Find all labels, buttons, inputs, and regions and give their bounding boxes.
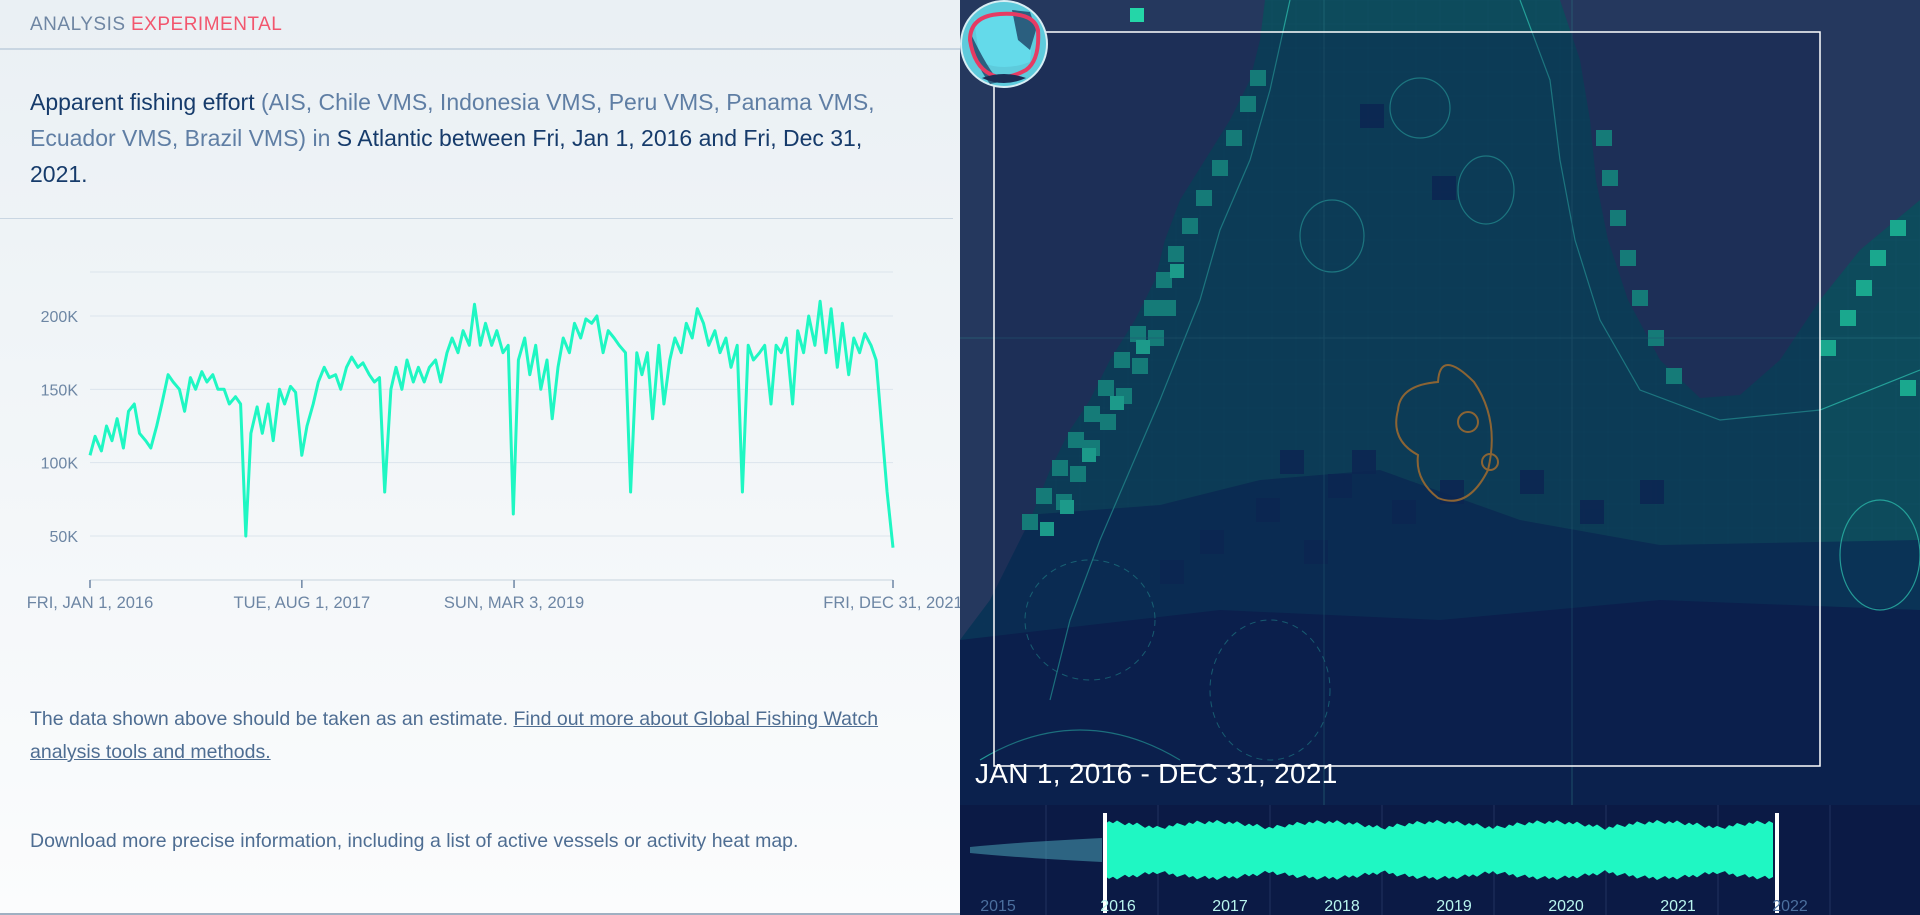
timebar-start-handle[interactable] — [1103, 813, 1107, 913]
fishing-effort-series-line — [88, 299, 895, 548]
experimental-badge: EXPERIMENTAL — [131, 14, 283, 35]
high-seas-boundaries — [1024, 559, 1331, 761]
timebar-activity-histogram — [1105, 820, 1773, 880]
eez-boundaries — [979, 0, 1920, 761]
methods-link[interactable]: Find out more about Global Fishing Watch… — [30, 708, 879, 763]
timebar-year-label: 2018 — [1324, 898, 1360, 915]
mpa-boundaries — [1395, 364, 1499, 502]
x-tick-label: SUN, MAR 3, 2019 — [444, 594, 584, 612]
timebar-year-label: 2016 — [1100, 898, 1136, 915]
x-tick-label: FRI, JAN 1, 2016 — [27, 594, 154, 612]
graticule — [960, 0, 1920, 805]
analysis-header: ANALYSIS EXPERIMENTAL — [0, 0, 960, 50]
map-view[interactable]: i — [960, 0, 1920, 805]
south-america-dense-activity — [1040, 8, 1184, 536]
africa-coastal-activity — [1596, 130, 1916, 396]
fishing-effort-chart: 50K 100K 150K 200K FRI, JAN 1, 2016 TUE, AUG … — [27, 271, 960, 612]
summary-sources: (AIS, Chile VMS, Indonesia VMS, Peru VMS… — [30, 89, 875, 151]
deep-ocean-south — [960, 600, 1920, 805]
x-tick-label: FRI, DEC 31, 2021 — [823, 594, 960, 612]
minimap-globe[interactable] — [960, 0, 1048, 88]
map-date-range: JAN 1, 2016 - DEC 31, 2021 — [975, 758, 1338, 789]
analysis-title: ANALYSIS — [30, 14, 126, 35]
south-america-land — [960, 0, 1265, 640]
summary-area-dates: S Atlantic between Fri, Jan 1, 2016 and … — [30, 125, 863, 187]
y-tick-label: 150K — [41, 382, 79, 399]
y-tick-label: 50K — [50, 529, 79, 546]
timebar-year-label: 2015 — [980, 898, 1016, 915]
summary-metric: Apparent fishing effort — [30, 89, 255, 115]
timebar-end-handle[interactable] — [1775, 813, 1779, 913]
analysis-area-selection[interactable] — [993, 31, 1821, 767]
x-tick-label: TUE, AUG 1, 2017 — [234, 594, 371, 612]
analysis-summary: Apparent fishing effort (AIS, Chile VMS,… — [30, 84, 910, 192]
download-info: Download more precise information, inclu… — [30, 830, 799, 852]
estimate-note-text: The data shown above should be taken as … — [30, 708, 509, 730]
africa-land — [1560, 0, 1920, 398]
timebar[interactable]: 2015 2016 2017 2018 2019 2020 2021 2022 — [960, 805, 1920, 915]
analysis-panel: ANALYSIS EXPERIMENTAL Apparent fishing e… — [0, 0, 960, 915]
timebar-year-label: 2021 — [1660, 898, 1696, 915]
timebar-year-label: 2020 — [1548, 898, 1584, 915]
estimate-note: The data shown above should be taken as … — [30, 703, 910, 769]
summary-divider — [0, 218, 953, 219]
map-canvas[interactable] — [960, 0, 1920, 805]
y-tick-label: 100K — [41, 456, 79, 473]
timebar-year-label: 2022 — [1772, 898, 1808, 915]
y-tick-label: 200K — [41, 309, 79, 326]
timebar-inactive-activity — [970, 838, 1102, 862]
timebar-year-label: 2017 — [1212, 898, 1248, 915]
timebar-year-label: 2019 — [1436, 898, 1472, 915]
timebar-histogram[interactable]: 2015 2016 2017 2018 2019 2020 2021 2022 — [960, 805, 1920, 915]
summary-in: in — [312, 125, 331, 151]
